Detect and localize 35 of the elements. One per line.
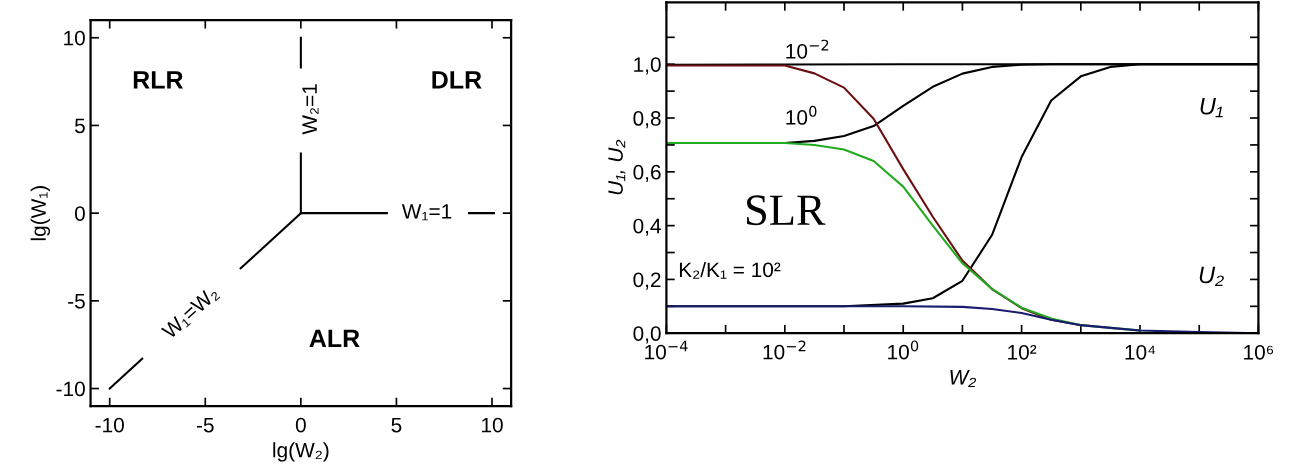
x-tick-label: 10 [482,417,503,433]
x-tick-label: 10⁴ [1125,344,1156,360]
x-tick-label: 5 [391,417,402,433]
x-tick-label: 0 [295,417,306,433]
x-axis-title: lg(W₂) [273,442,329,462]
y-tick-label: 0,4 [633,218,661,236]
x-tick-label: 10⁶ [1244,344,1274,360]
y-tick-label: -10 [56,381,85,397]
annotation: U₂ [1199,266,1224,286]
series-label: K₂/K₁ = 10² [679,261,781,279]
annotation: U₁ [1200,98,1223,118]
annotation: DLR [432,71,482,89]
y-tick-label: -5 [68,294,85,309]
x-tick-label: -10 [95,417,124,433]
annotation: ALR [309,329,360,347]
y-axis-title: lg(W₁) [30,186,51,241]
annotation: W₂=1 [302,84,319,135]
y-tick-label: 10 [64,30,85,46]
x-tick-label: 10$^{0}$ [888,340,919,360]
series-label: 10$^{−2}$ [786,39,829,59]
y-tick-label: 0 [74,206,85,221]
annotation: SLR [747,195,826,226]
y-tick-label: 1,0 [634,57,661,75]
x-tick-label: 10$^{−2}$ [763,340,806,360]
annotation: RLR [133,71,184,89]
x-tick-label: 10² [1008,344,1037,360]
y-tick-label: 0,2 [633,272,661,290]
series-label: 10$^{0}$ [786,105,817,125]
y-axis-title: U₁, U₂ [608,139,626,195]
x-tick-label: -5 [196,417,214,433]
x-axis-title: W₂ [950,370,977,387]
y-tick-label: 5 [74,118,85,134]
y-tick-label: 0,8 [633,111,661,129]
y-tick-label: 0,6 [633,164,661,183]
annotation: W₁=1 [401,204,452,221]
